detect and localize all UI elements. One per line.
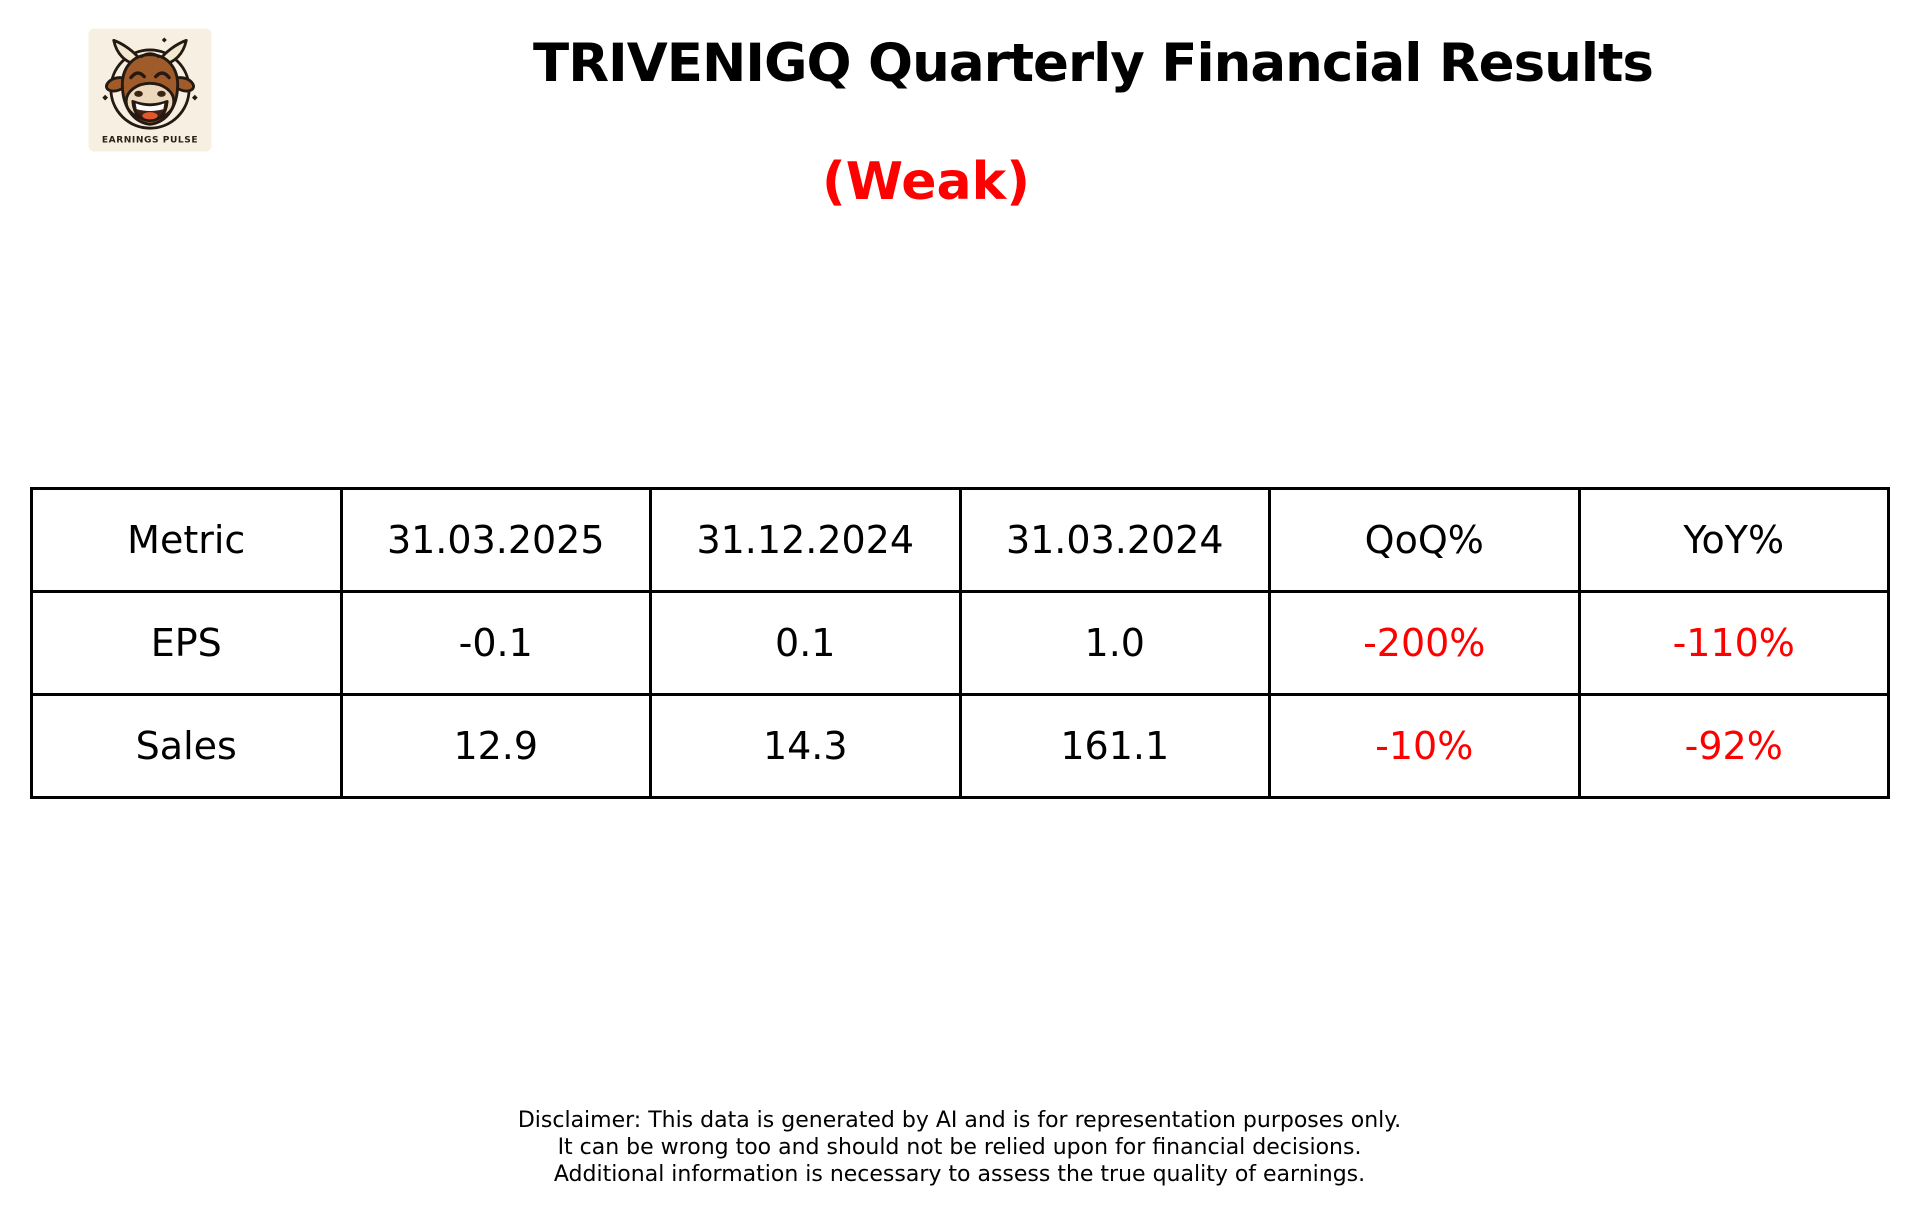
table-header-row: Metric 31.03.2025 31.12.2024 31.03.2024 QoQ%…: [30, 487, 1890, 593]
column-header-metric: Metric: [30, 487, 343, 593]
disclaimer-line: Additional information is necessary to a…: [553, 1162, 1366, 1187]
verdict-text: (Weak): [822, 152, 1030, 212]
value-cell: 161.1: [958, 693, 1271, 799]
table-row-sales: Sales 12.9 14.3 161.1 -10% -92%: [30, 693, 1890, 799]
value-cell: -10%: [1268, 693, 1581, 799]
disclaimer-line: Disclaimer: This data is generated by AI…: [517, 1108, 1402, 1133]
column-header-31032024: 31.03.2024: [958, 487, 1271, 593]
metric-label: EPS: [30, 590, 343, 696]
value-cell: -200%: [1268, 590, 1581, 696]
earnings-pulse-logo: EARNINGS PULSE: [88, 27, 212, 153]
value-cell: -92%: [1577, 693, 1890, 799]
logo-brand-text: EARNINGS PULSE: [102, 135, 198, 145]
table-body: EPS -0.1 0.1 1.0 -200% -110% Sales 12.9 14.3 161.…: [30, 590, 1890, 799]
table-header: Metric 31.03.2025 31.12.2024 31.03.2024 QoQ%…: [30, 487, 1890, 593]
laughing-bull-icon: EARNINGS PULSE: [88, 28, 212, 152]
metric-label: Sales: [30, 693, 343, 799]
value-cell: 14.3: [649, 693, 962, 799]
column-header-31032025: 31.03.2025: [339, 487, 652, 593]
column-header-qoq: QoQ%: [1268, 487, 1581, 593]
financials-table: Metric 31.03.2025 31.12.2024 31.03.2024 QoQ%…: [30, 487, 1890, 799]
value-cell: -0.1: [339, 590, 652, 696]
value-cell: 12.9: [339, 693, 652, 799]
value-cell: -110%: [1577, 590, 1890, 696]
disclaimer: Disclaimer: This data is generated by AI…: [0, 1107, 1919, 1188]
disclaimer-line: It can be wrong too and should not be re…: [557, 1135, 1362, 1160]
page-title: TRIVENIGQ Quarterly Financial Results: [533, 33, 1654, 94]
column-header-31122024: 31.12.2024: [649, 487, 962, 593]
column-header-yoy: YoY%: [1577, 487, 1890, 593]
value-cell: 1.0: [958, 590, 1271, 696]
table-row-eps: EPS -0.1 0.1 1.0 -200% -110%: [30, 590, 1890, 696]
value-cell: 0.1: [649, 590, 962, 696]
